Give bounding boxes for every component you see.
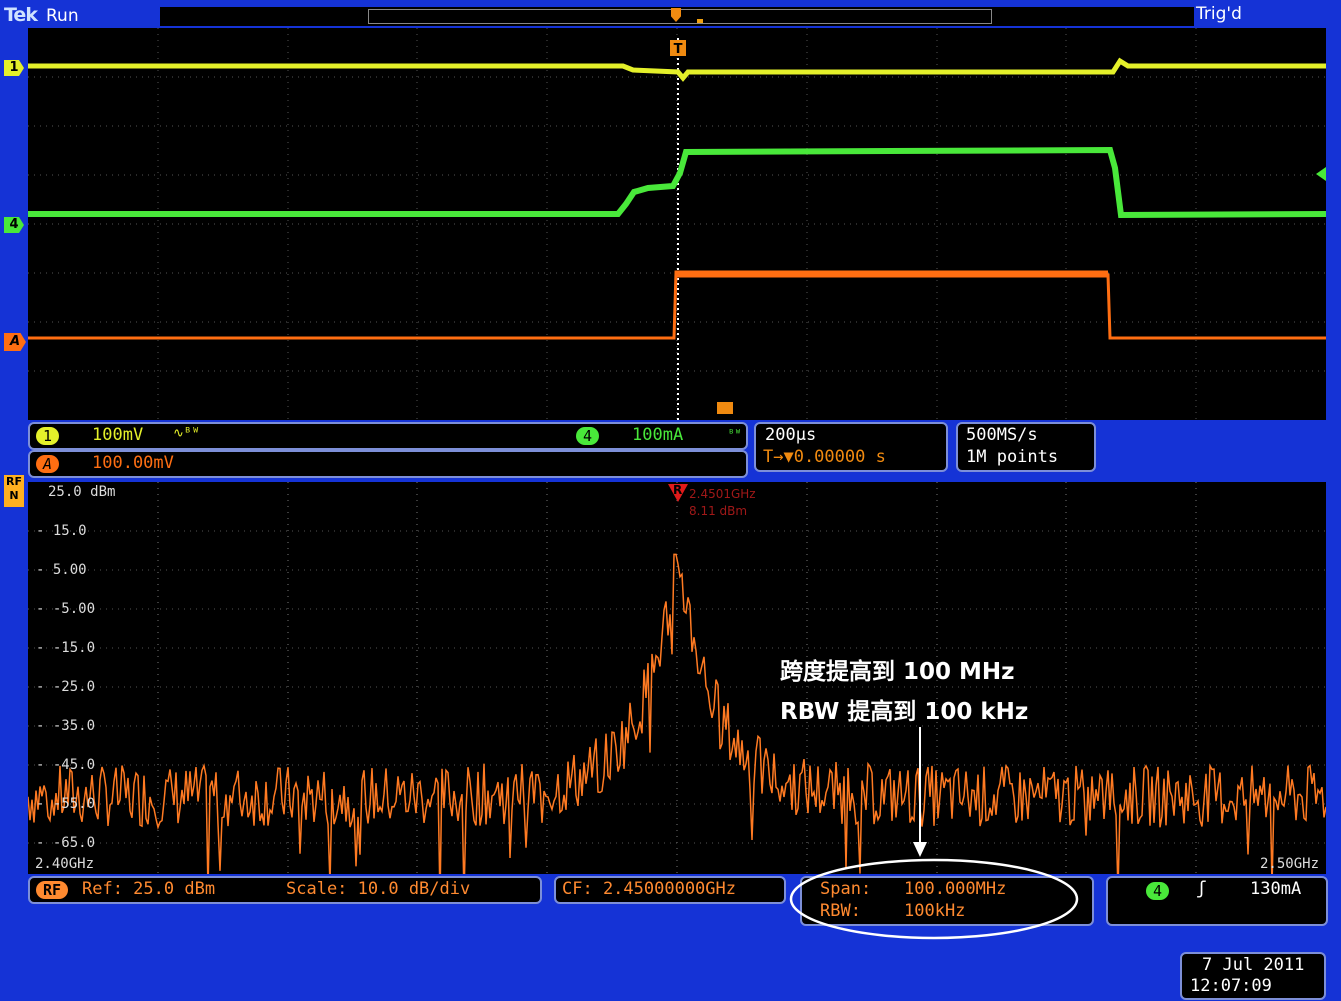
ch1-badge: 1 xyxy=(36,426,60,445)
span-value: 100.000MHz xyxy=(904,879,1007,899)
record-overview-bar xyxy=(160,7,1194,26)
spectrum-trace xyxy=(27,553,1327,900)
frequency-domain-screen[interactable]: R 2.4501GHz 8.11 dBm 25.0 dBm - 15.0 - 5.0… xyxy=(27,482,1327,900)
center-frequency: CF: 2.45000000GHz xyxy=(562,879,736,899)
y-tick-label: - 15.0 xyxy=(36,523,87,539)
run-status[interactable]: Run xyxy=(46,6,79,26)
tek-logo: Tek xyxy=(4,4,38,26)
y-tick-label: - 5.00 xyxy=(36,562,87,578)
ch4-scale: 100mA xyxy=(632,425,684,445)
math-badge: A xyxy=(36,454,60,473)
time: 12:07:09 xyxy=(1190,976,1272,996)
marker-frequency: 2.4501GHz xyxy=(689,487,756,501)
ch4-trace xyxy=(28,146,1327,219)
reference-marker-icon[interactable] xyxy=(668,484,688,502)
ch4-bw-icon: ᴮᵂ xyxy=(728,427,742,440)
rf-ref-marker[interactable]: RF N xyxy=(4,475,24,507)
annotation-line2: RBW 提高到 100 kHz xyxy=(780,699,1029,725)
time-domain-graticule: T xyxy=(28,28,1327,420)
rf-center-freq-readout[interactable]: CF: 2.45000000GHz xyxy=(554,876,786,904)
annotation-line1: 跨度提高到 100 MHz xyxy=(780,659,1015,685)
x-end-label: 2.50GHz xyxy=(1260,856,1320,872)
annotation-arrow xyxy=(913,727,927,857)
math-scale: 100.00mV xyxy=(92,453,174,473)
rf-scale: Scale: 10.0 dB/div xyxy=(286,879,471,899)
math-ground-marker[interactable]: A xyxy=(4,333,26,351)
ch-readout-row1[interactable]: 1 100mV ∿ᴮᵂ 4 100mA ᴮᵂ xyxy=(28,422,748,450)
ch1-coupling-icon: ∿ᴮᵂ xyxy=(173,426,200,441)
span-rbw-highlight-ellipse xyxy=(789,858,1079,940)
reference-marker-label: R xyxy=(673,483,683,497)
trigger-level: 130mA xyxy=(1250,879,1302,899)
trigger-source-badge: 4 xyxy=(1146,881,1170,900)
trigger-level-marker[interactable] xyxy=(1316,167,1326,181)
ch1-ground-marker[interactable]: 1 xyxy=(4,60,24,76)
rbw-label: RBW: xyxy=(820,901,861,921)
trigger-marker-icon[interactable]: T xyxy=(670,40,686,57)
trigger-readout[interactable]: 4 ʃ 130mA xyxy=(1106,876,1328,926)
rising-edge-icon: ʃ xyxy=(1196,878,1207,899)
span-label: Span: xyxy=(820,879,872,899)
horizontal-position-marker[interactable] xyxy=(717,402,733,414)
y-tick-label: - -35.0 xyxy=(36,718,96,734)
time-domain-screen[interactable]: T xyxy=(28,28,1327,420)
trigger-position-readout: T→▼0.00000 s xyxy=(763,447,886,467)
span-rbw-readout[interactable]: Span: 100.000MHz RBW: 100kHz xyxy=(800,876,1094,926)
y-tick-label: - -25.0 xyxy=(36,679,96,695)
trigger-status: Trig'd xyxy=(1196,4,1242,24)
acquisition-readout[interactable]: 500MS/s 1M points xyxy=(956,422,1096,472)
y-tick-label: - -5.00 xyxy=(36,601,96,617)
rf-ref-readout[interactable]: RF Ref: 25.0 dBm Scale: 10.0 dB/div xyxy=(28,876,542,904)
horizontal-readout[interactable]: 200µs T→▼0.00000 s xyxy=(754,422,948,472)
ch4-ground-marker[interactable]: 4 xyxy=(4,217,24,233)
y-tick-label: - -55.0 xyxy=(36,796,96,812)
rf-reference-level: Ref: 25.0 dBm xyxy=(82,879,216,899)
ch4-badge: 4 xyxy=(576,426,600,445)
rf-badge: RF xyxy=(36,880,69,899)
x-start-label: 2.40GHz xyxy=(35,856,95,872)
ch1-scale: 100mV xyxy=(92,425,144,445)
y-tick-label: 25.0 dBm xyxy=(48,484,116,500)
y-tick-label: - -45.0 xyxy=(36,757,96,773)
date: 7 Jul 2011 xyxy=(1202,955,1305,975)
y-tick-label: - -15.0 xyxy=(36,640,96,656)
trigger-position-icon xyxy=(671,8,681,22)
y-tick-label: - -65.0 xyxy=(36,835,96,851)
marker-level: 8.11 dBm xyxy=(689,504,748,518)
record-length: 1M points xyxy=(966,447,1059,467)
rbw-value: 100kHz xyxy=(904,901,966,921)
timebase: 200µs xyxy=(765,425,817,445)
spectrum-graticule xyxy=(27,482,1327,900)
ch1-trace xyxy=(28,57,1326,82)
ch-readout-row2[interactable]: A 100.00mV xyxy=(28,450,748,478)
svg-text:T: T xyxy=(674,42,683,57)
datetime-readout[interactable]: 7 Jul 2011 12:07:09 xyxy=(1180,952,1326,1000)
record-position-marker xyxy=(697,19,703,23)
sample-rate: 500MS/s xyxy=(966,425,1038,445)
